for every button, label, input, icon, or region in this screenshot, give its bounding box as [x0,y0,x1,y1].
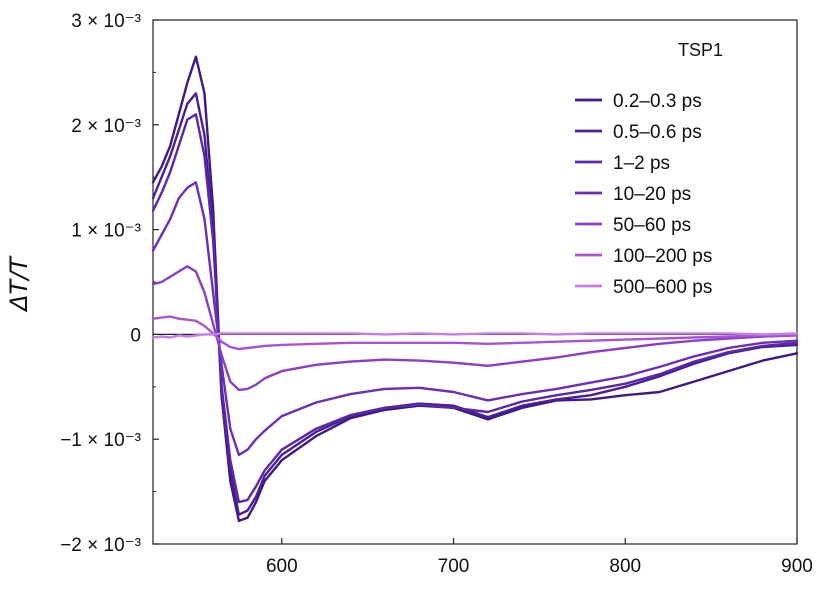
legend-label: 1–2 ps [613,153,670,174]
y-tick-label: −2 × 10⁻³ [60,535,141,556]
legend: 0.2–0.3 ps 0.5–0.6 ps 1–2 ps 10–20 ps 50–60 … [575,91,712,298]
series-line [151,55,799,523]
y-tick-label: 3 × 10⁻³ [71,11,141,32]
x-axis: 600 700 800 900 [266,538,813,577]
legend-label: 100–200 ps [613,246,712,267]
series-line [151,181,799,457]
y-tick-label: 1 × 10⁻³ [71,221,141,242]
series-lines [151,55,799,523]
x-tick-label: 600 [266,556,298,577]
legend-label: 0.2–0.3 ps [613,91,702,112]
legend-title: TSP1 [678,40,723,60]
y-tick-label: 0 [130,325,141,346]
x-tick-label: 900 [781,556,813,577]
y-axis-label: ΔT/T [5,255,33,313]
x-tick-label: 800 [609,556,641,577]
series-line [151,265,799,392]
y-tick-label: −1 × 10⁻³ [60,430,141,451]
series-line [151,315,799,351]
legend-label: 500–600 ps [613,277,712,298]
x-tick-label: 700 [438,556,470,577]
legend-label: 50–60 ps [613,215,691,236]
y-axis: −2 × 10⁻³ −1 × 10⁻³ 0 1 × 10⁻³ 2 × 10⁻³ 3 × 1… [60,11,159,556]
series-line [151,92,799,516]
series-line [151,332,799,339]
legend-label: 0.5–0.6 ps [613,122,702,143]
legend-label: 10–20 ps [613,184,691,205]
series-line [151,113,799,504]
y-tick-label: 2 × 10⁻³ [71,116,141,137]
